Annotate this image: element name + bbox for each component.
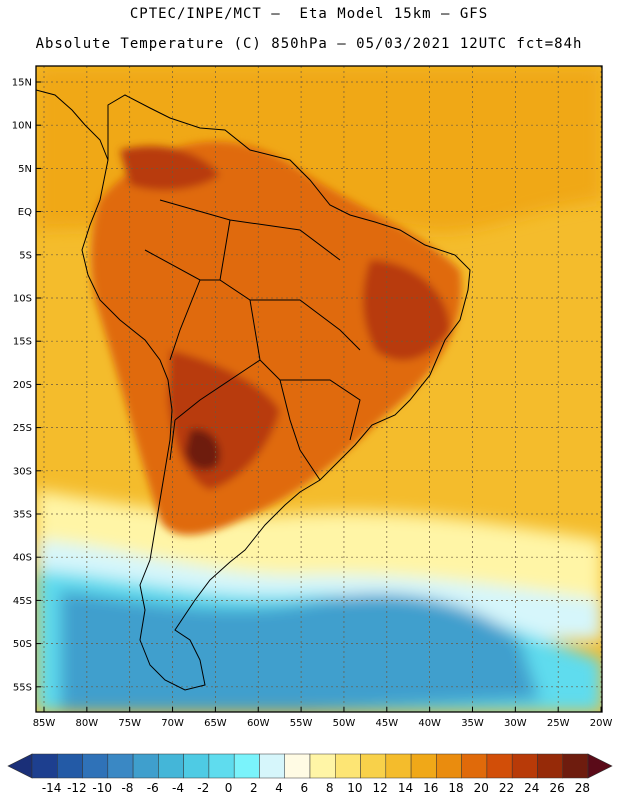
colorbar-label: 26 [549, 781, 564, 795]
lat-label: EQ [18, 207, 32, 218]
colorbar-swatch [107, 753, 134, 779]
land-very-hot-region [120, 146, 450, 490]
colorbar-high-arrow [587, 753, 613, 779]
lat-label: 40S [13, 553, 32, 564]
colorbar-swatch [183, 753, 210, 779]
colorbar-swatch [436, 753, 462, 779]
lat-label: 45S [13, 596, 32, 607]
lat-label: 30S [13, 466, 32, 477]
colorbar-label: 12 [373, 781, 388, 795]
colorbar-label: 20 [474, 781, 489, 795]
colorbar-swatch [57, 753, 83, 779]
colorbar-label: -6 [147, 781, 159, 795]
colorbar-swatch [259, 753, 285, 779]
colorbar-label: -8 [121, 781, 133, 795]
colorbar-swatch [486, 753, 513, 779]
colorbar-label: -12 [67, 781, 87, 795]
latitude-labels: 15N 10N 5N EQ 5S 10S 15S 20S 25S 30S 35S 40S 45S 50S 5… [12, 78, 41, 693]
colorbar-label: -10 [92, 781, 112, 795]
lon-label: 20W [590, 718, 613, 729]
title-line-2: Absolute Temperature (C) 850hPa – 05/03/… [35, 36, 583, 52]
colorbar-label: 28 [575, 781, 590, 795]
colorbar-label: 8 [326, 781, 334, 795]
lat-label: 50S [13, 639, 32, 650]
land-extreme-region [185, 429, 220, 471]
colorbar-swatch [284, 753, 311, 779]
lon-label: 85W [33, 718, 56, 729]
colorbar-swatch [82, 753, 109, 779]
lon-label: 45W [375, 718, 398, 729]
colorbar-swatch [410, 753, 437, 779]
colorbar-swatch [385, 753, 412, 779]
country-borders [144, 199, 361, 481]
lon-label: 25W [547, 718, 570, 729]
lon-label: 65W [204, 718, 227, 729]
colorbar-label: -14 [42, 781, 62, 795]
colorbar-label: -4 [172, 781, 184, 795]
colorbar-label: 18 [448, 781, 463, 795]
colorbar-swatch [360, 753, 387, 779]
colorbar-label: 2 [250, 781, 258, 795]
colorbar-swatch [233, 753, 260, 779]
lat-lon-grid [36, 66, 602, 712]
colorbar-label: 6 [301, 781, 309, 795]
lat-label: 15S [13, 337, 32, 348]
colorbar-swatch [132, 753, 159, 779]
colorbar-label: 24 [524, 781, 539, 795]
colorbar-label: 14 [398, 781, 413, 795]
lon-label: 60W [247, 718, 270, 729]
colorbar-swatch [335, 753, 361, 779]
lat-label: 5N [18, 164, 32, 175]
lon-label: 30W [504, 718, 527, 729]
map-frame [35, 65, 603, 713]
colorbar-swatch [562, 753, 589, 779]
lon-label: 35W [461, 718, 484, 729]
central-america-outline [36, 89, 109, 161]
lon-label: 50W [333, 718, 356, 729]
ocean-coldest-band [60, 590, 540, 712]
colorbar-label: 0 [225, 781, 233, 795]
colorbar-label: 22 [499, 781, 514, 795]
colorbar-swatch [158, 753, 184, 779]
lat-label: 20S [13, 380, 32, 391]
lat-label: 25S [13, 423, 32, 434]
lon-label: 70W [161, 718, 184, 729]
colorbar-swatch [537, 753, 563, 779]
coastlines [36, 89, 471, 691]
colorbar-swatch [31, 753, 58, 779]
colorbar-swatch [511, 753, 538, 779]
colorbar-swatch [208, 753, 235, 779]
colorbar-swatch [461, 753, 488, 779]
longitude-labels: 85W 80W 75W 70W 65W 60W 55W 50W 45W 40W 35W 30W 25W 2… [33, 707, 613, 729]
lat-label: 5S [19, 250, 32, 261]
colorbar-swatch [309, 753, 336, 779]
colorbar-label: 4 [275, 781, 283, 795]
colorbar: -14 -12 -10 -8 -6 -4 -2 0 2 4 6 8 10 12 14 16 18 20 22 24 26… [7, 753, 613, 795]
colorbar-label: 16 [423, 781, 438, 795]
colorbar-label: -2 [197, 781, 209, 795]
lon-label: 75W [118, 718, 141, 729]
lat-label: 15N [12, 78, 32, 89]
colorbar-label: 10 [347, 781, 362, 795]
lat-label: 10S [13, 294, 32, 305]
lat-label: 35S [13, 510, 32, 521]
lon-label: 80W [76, 718, 99, 729]
south-america-outline [81, 94, 471, 691]
lat-label: 10N [12, 121, 32, 132]
lat-label: 55S [13, 682, 32, 693]
lon-label: 40W [418, 718, 441, 729]
title-line-1: CPTEC/INPE/MCT – Eta Model 15km – GFS [129, 6, 489, 22]
lon-label: 55W [290, 718, 313, 729]
colorbar-low-arrow [7, 753, 33, 779]
temperature-field [36, 66, 602, 712]
